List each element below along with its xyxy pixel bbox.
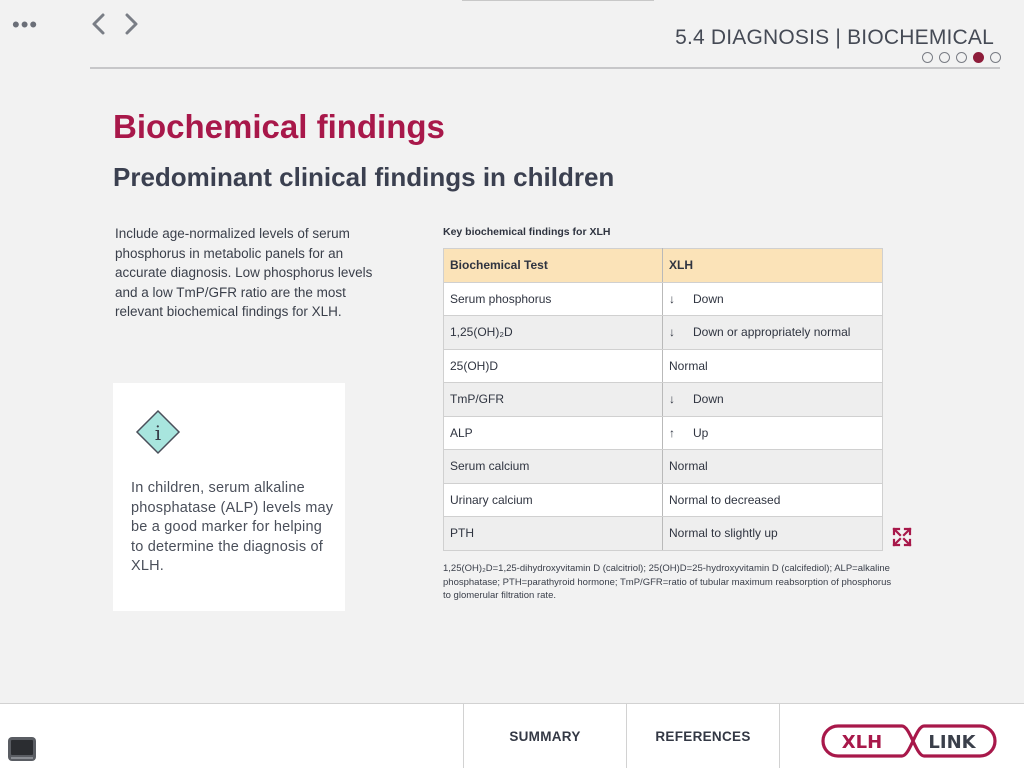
table-header-row: Biochemical Test XLH (443, 248, 883, 283)
test-cell: TmP/GFR (443, 382, 663, 417)
screen-icon[interactable] (7, 736, 37, 762)
progress-dot[interactable] (956, 52, 967, 63)
down-arrow-icon: ↓ (669, 325, 675, 340)
footer-bar: SUMMARY REFERENCES XLH LINK (0, 703, 1024, 768)
result-cell: Normal (662, 348, 883, 383)
forward-arrow-icon[interactable] (120, 10, 142, 38)
result-cell: Normal (662, 449, 883, 484)
info-card: i In children, serum alkaline phosphatas… (113, 383, 345, 611)
page-subtitle: Predominant clinical findings in childre… (113, 162, 615, 192)
xlh-link-logo: XLH LINK (821, 724, 997, 758)
up-arrow-icon: ↑ (669, 425, 675, 440)
page-title: Biochemical findings (113, 108, 445, 145)
expand-icon[interactable] (892, 527, 912, 547)
table-row: Urinary calcium Normal to decreased (443, 482, 883, 517)
result-cell: ↓ Down (662, 281, 883, 316)
info-text: In children, serum alkaline phosphatase … (131, 480, 334, 574)
down-arrow-icon: ↓ (669, 392, 675, 407)
back-arrow-icon[interactable] (88, 10, 110, 38)
references-button[interactable]: REFERENCES (655, 729, 751, 744)
table-row: Serum phosphorus ↓ Down (443, 281, 883, 316)
result-text: Up (693, 425, 709, 440)
result-text: Down (693, 392, 724, 407)
table-row: TmP/GFR ↓ Down (443, 382, 883, 417)
test-cell: Serum phosphorus (443, 281, 663, 316)
summary-button[interactable]: SUMMARY (509, 729, 581, 744)
biochemical-findings-table: Biochemical Test XLH Serum phosphorus ↓ D… (443, 248, 883, 551)
logo-text-xlh: XLH (842, 732, 882, 753)
column-header-test: Biochemical Test (443, 248, 663, 283)
column-header-xlh: XLH (662, 248, 883, 283)
table-footnote: 1,25(OH)₂D=1,25-dihydroxyvitamin D (calc… (443, 563, 892, 601)
top-notch (462, 0, 654, 1)
footer-divider (779, 704, 780, 768)
progress-dot[interactable] (922, 52, 933, 63)
intro-paragraph: Include age-normalized levels of serum p… (115, 226, 373, 319)
result-cell: Normal to slightly up (662, 516, 883, 551)
down-arrow-icon: ↓ (669, 291, 675, 306)
test-cell: PTH (443, 516, 663, 551)
table-row: 1,25(OH)₂D ↓ Down or appropriately normal (443, 315, 883, 350)
svg-text:i: i (155, 421, 161, 445)
footer-divider (463, 704, 464, 768)
table-row: 25(OH)D Normal (443, 348, 883, 383)
footer-divider (626, 704, 627, 768)
table-caption: Key biochemical findings for XLH (443, 226, 611, 238)
progress-dot[interactable] (939, 52, 950, 63)
result-cell: ↑ Up (662, 415, 883, 450)
progress-dot[interactable] (990, 52, 1001, 63)
test-cell: Urinary calcium (443, 482, 663, 517)
info-icon: i (135, 409, 181, 455)
result-text: Down or appropriately normal (693, 325, 851, 340)
test-cell: 1,25(OH)₂D (443, 315, 663, 350)
header-divider (90, 67, 1000, 69)
result-cell: ↓ Down or appropriately normal (662, 315, 883, 350)
test-cell: 25(OH)D (443, 348, 663, 383)
test-cell: Serum calcium (443, 449, 663, 484)
section-title: 5.4 DIAGNOSIS | BIOCHEMICAL (675, 26, 994, 49)
page-progress-dots (922, 52, 1001, 63)
table-row: ALP ↑ Up (443, 415, 883, 450)
result-cell: ↓ Down (662, 382, 883, 417)
table-row: PTH Normal to slightly up (443, 516, 883, 551)
progress-dot-active[interactable] (973, 52, 984, 63)
table-row: Serum calcium Normal (443, 449, 883, 484)
result-text: Down (693, 291, 724, 306)
test-cell: ALP (443, 415, 663, 450)
result-cell: Normal to decreased (662, 482, 883, 517)
logo-text-link: LINK (928, 732, 976, 753)
menu-dots-button[interactable]: ••• (12, 12, 39, 37)
